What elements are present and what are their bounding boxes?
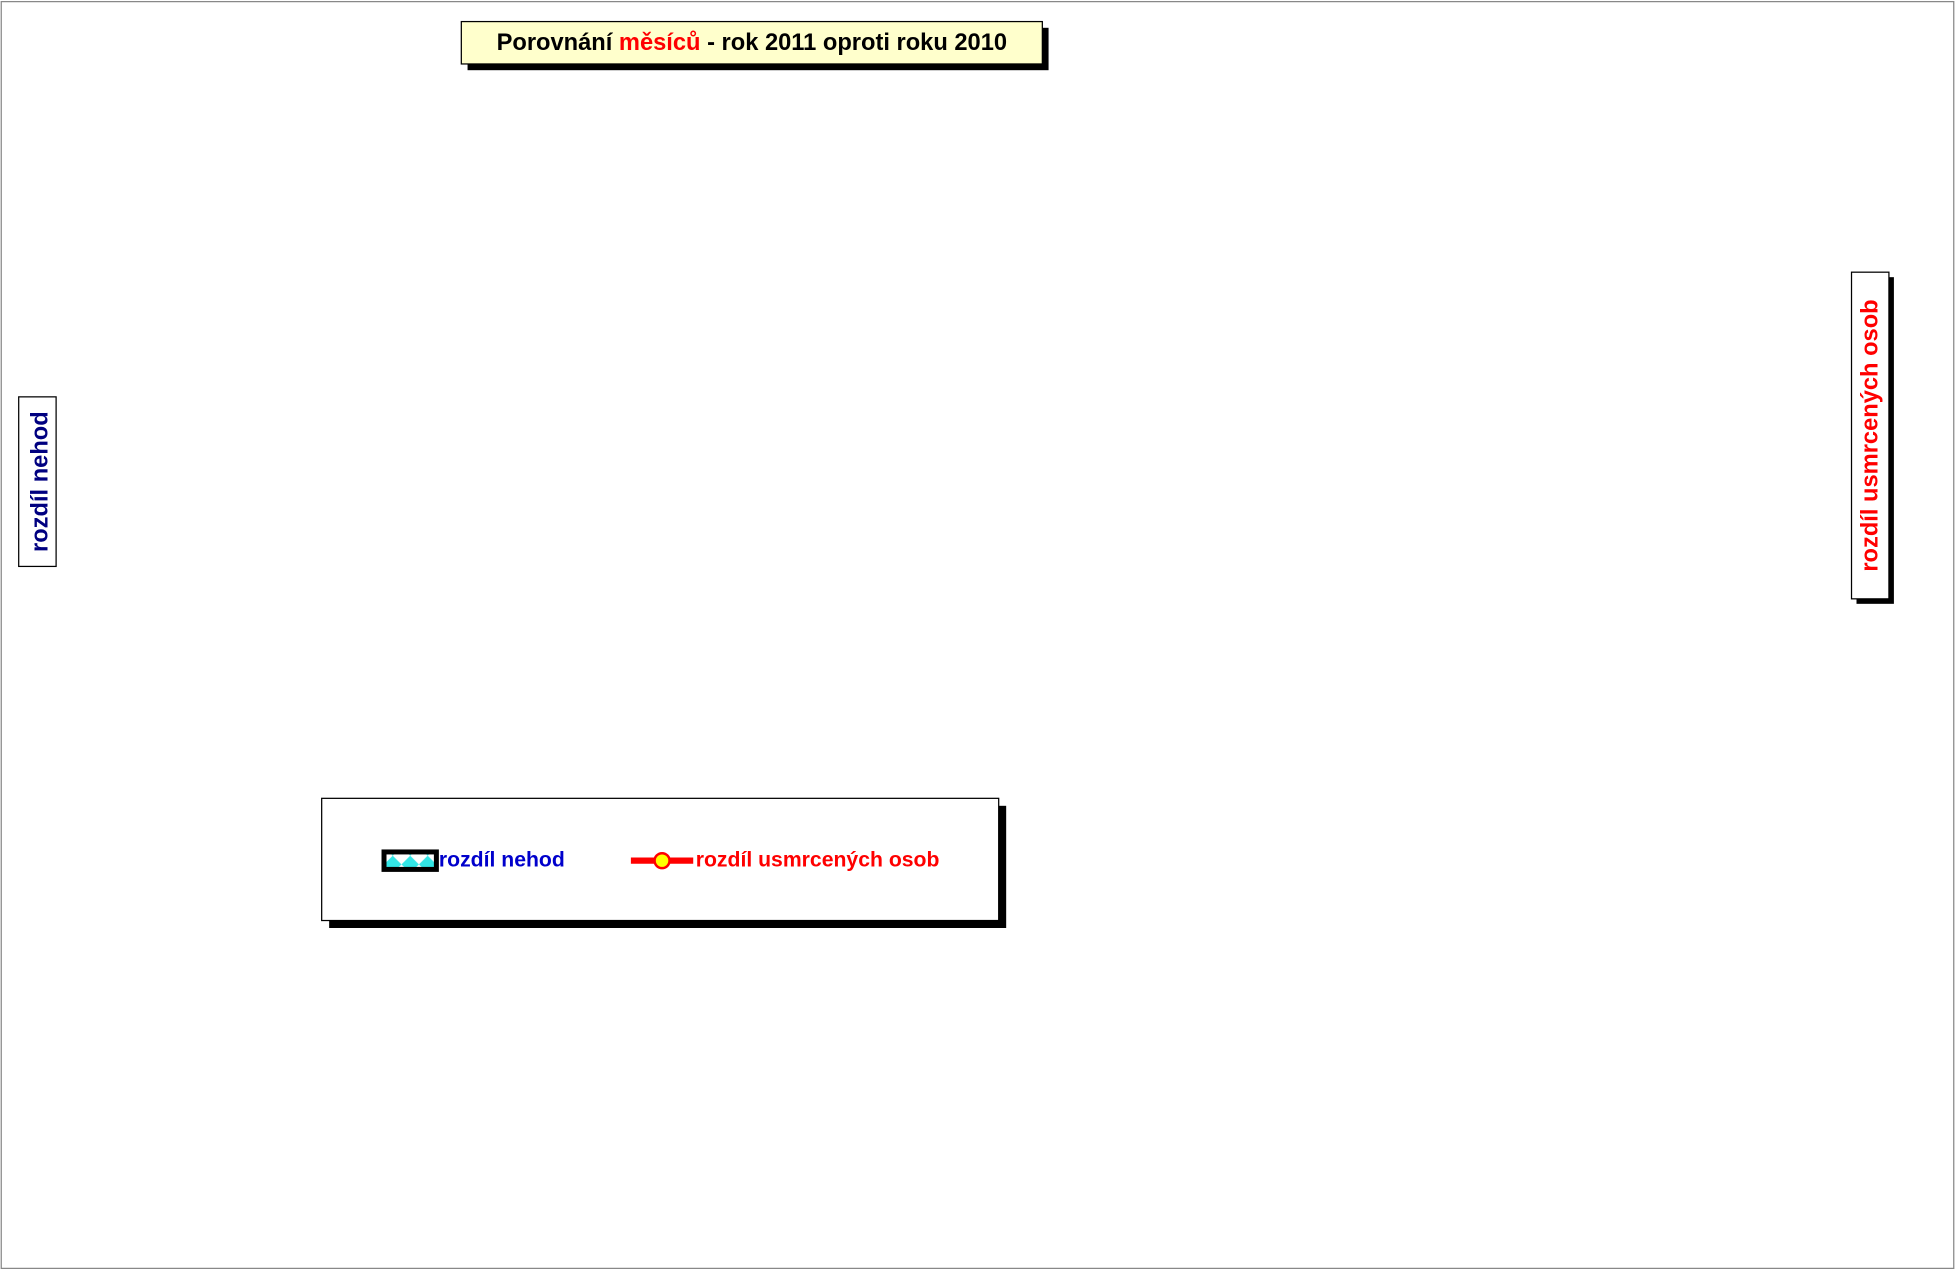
y-axis-title: rozdíl nehod (27, 411, 53, 552)
ylabel-box (18, 396, 57, 568)
chart-title: Porovnání měsíců - rok 2011 oproti roku … (497, 30, 1007, 56)
legend-label: rozdíl usmrcených osob (696, 848, 940, 871)
legend-swatch (381, 849, 439, 872)
legend-label: rozdíl nehod (439, 848, 565, 871)
title-part: měsíců (619, 30, 701, 56)
title-box (460, 20, 1043, 65)
y2-axis-title: rozdíl usmrcených osob (1858, 299, 1884, 571)
y2label-box (1850, 271, 1890, 600)
title-part: - rok 2011 oproti roku 2010 (707, 30, 1007, 56)
title-part: Porovnání (497, 30, 614, 56)
legend-marker (653, 851, 671, 870)
